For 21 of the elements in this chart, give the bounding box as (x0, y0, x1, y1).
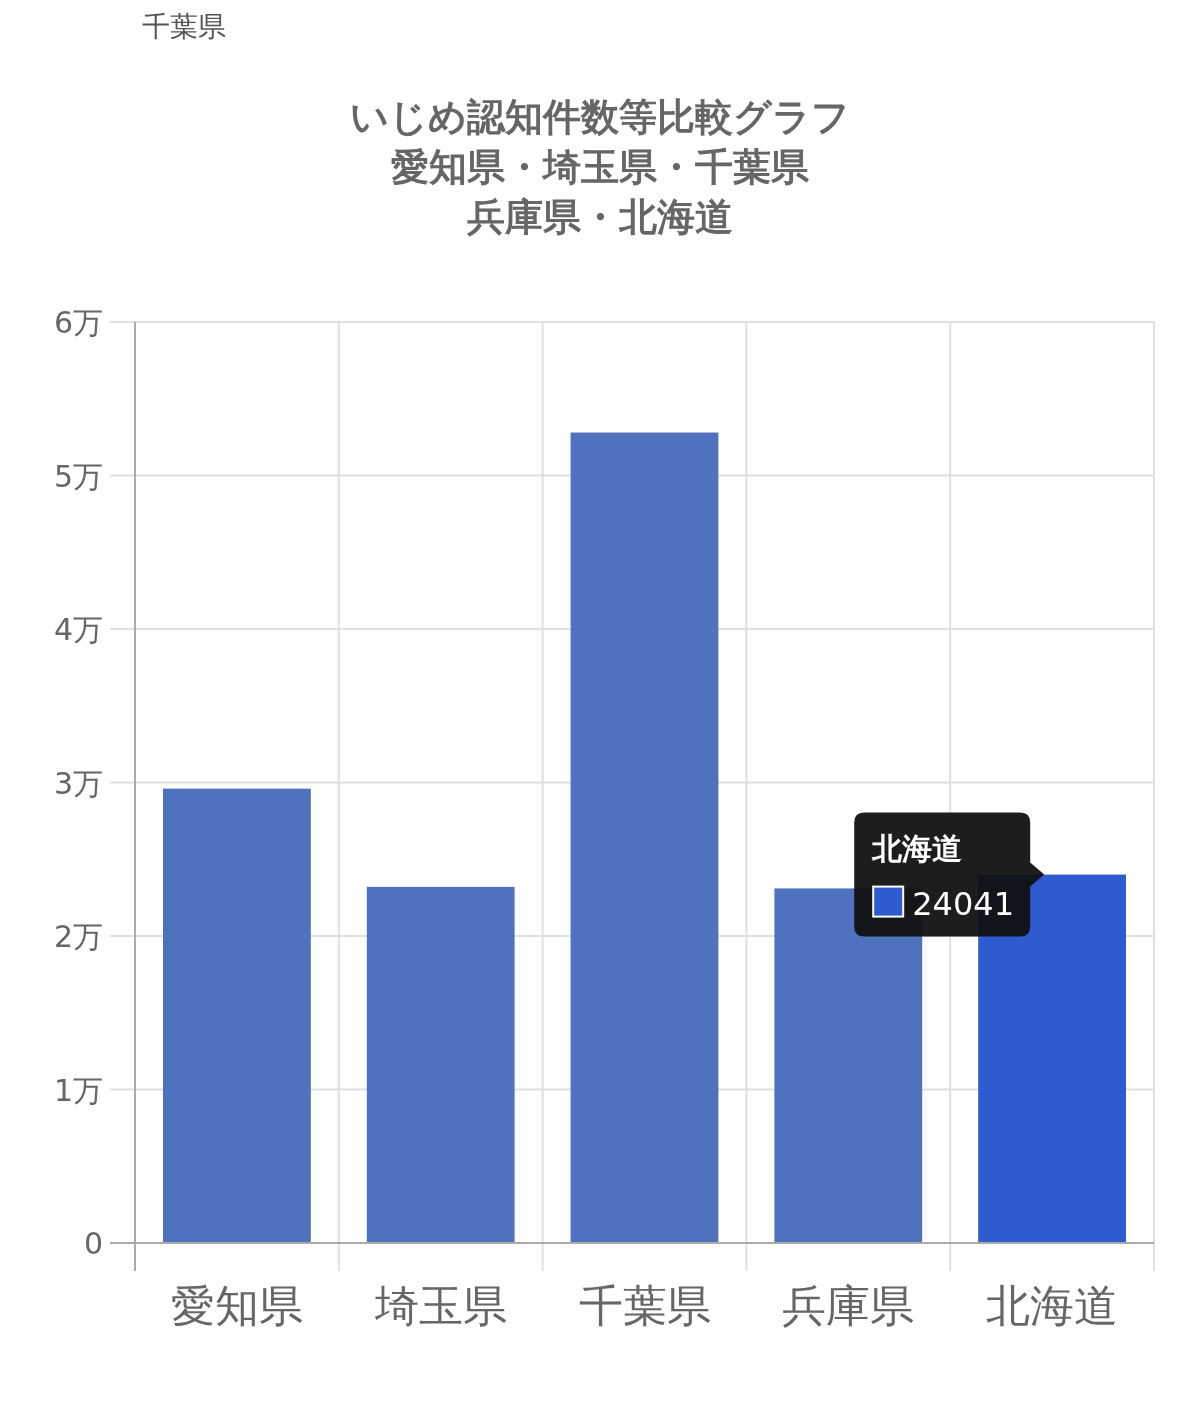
y-tick-label: 3万 (53, 765, 103, 801)
bar (570, 432, 719, 1243)
y-tick-label: 5万 (53, 458, 103, 494)
x-tick-label: 千葉県 (578, 1280, 711, 1331)
chart-subtitle: 愛知県・埼玉県・千葉県兵庫県・北海道 (390, 145, 810, 239)
x-tick-label: 埼玉県 (373, 1280, 507, 1331)
annotation: 24041 (912, 884, 1014, 923)
annotation: 北海道 (871, 830, 963, 866)
value-tooltip: 北海道 24041 (854, 812, 1045, 937)
x-tick-label: 北海道 (986, 1280, 1119, 1331)
bar (163, 788, 311, 1243)
y-tick-label: 1万 (53, 1072, 103, 1108)
y-tick-label: 4万 (53, 612, 103, 647)
y-tick-label: 0 (83, 1226, 103, 1261)
y-tick-label: 2万 (53, 919, 103, 954)
y-tick-label: 6万 (53, 305, 103, 340)
chart-title: いじめ認知件数等比較グラフ (349, 95, 850, 139)
x-tick-label: 兵庫県 (782, 1280, 915, 1331)
bar (366, 886, 515, 1243)
text: 千葉県 (142, 10, 226, 43)
x-tick-label: 愛知県 (170, 1280, 303, 1331)
